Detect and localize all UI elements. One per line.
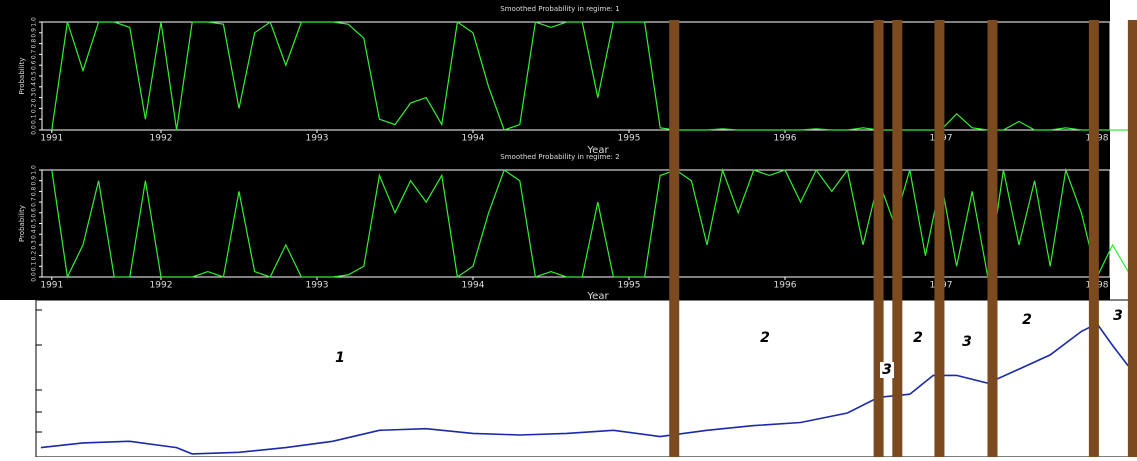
- y-tick-label: 0.7: [31, 49, 38, 59]
- x-tick-label: 1996: [774, 134, 797, 144]
- x-tick-label: 1994: [462, 134, 485, 144]
- y-tick-label: 0.4: [31, 82, 38, 92]
- x-tick-label: 1996: [774, 281, 797, 291]
- x-tick-label: 1992: [150, 281, 173, 291]
- x-tick-label: 1993: [306, 134, 329, 144]
- y-tick-label: 0.9: [31, 28, 38, 38]
- y-tick-label: 0.2: [31, 251, 38, 261]
- y-tick-label: 0.9: [31, 176, 38, 186]
- y-tick-label: 0.5: [31, 71, 38, 81]
- y-axis-label: Probability: [18, 205, 26, 242]
- regime-break: [873, 20, 884, 457]
- regime-break: [1127, 20, 1137, 457]
- y-tick-label: 0.0: [31, 125, 38, 135]
- probability-line: [51, 20, 1137, 131]
- regime-label: 3: [882, 362, 892, 378]
- label-bg: [880, 362, 894, 378]
- regime-break: [987, 20, 998, 457]
- y-tick-label: 0.2: [31, 103, 38, 113]
- regime-label: 2: [760, 330, 770, 346]
- y-axis-label: Probability: [18, 57, 26, 94]
- x-tick-label: 1994: [462, 281, 485, 291]
- y-tick-label: 0.6: [31, 60, 38, 70]
- y-tick-label: 0.8: [31, 186, 38, 196]
- y-tick-label: 1.0: [31, 17, 38, 27]
- price-line: [40, 322, 1129, 455]
- y-tick-label: 0.4: [31, 229, 38, 239]
- y-tick-label: 0.3: [31, 240, 38, 250]
- y-tick-label: 0.1: [31, 261, 38, 271]
- x-axis-label: Year: [586, 145, 609, 156]
- regime-break: [669, 20, 680, 457]
- regime-label: 2: [1022, 312, 1032, 328]
- x-tick-label: 1991: [40, 134, 63, 144]
- panel-title: Smoothed Probability in regime: 1: [500, 5, 619, 13]
- y-tick-label: 0.1: [31, 114, 38, 124]
- x-tick-label: 1993: [306, 281, 329, 291]
- x-tick-label: 1995: [618, 281, 641, 291]
- y-tick-label: 0.0: [31, 272, 38, 282]
- probability-line: [51, 167, 1137, 280]
- regime-label: 1: [335, 350, 345, 366]
- x-axis-label: Year: [586, 291, 609, 302]
- regime-break: [1088, 20, 1099, 457]
- regime-break: [934, 20, 945, 457]
- regime-break: [892, 20, 903, 457]
- y-tick-label: 0.3: [31, 93, 38, 103]
- price-panel: [35, 299, 1137, 458]
- dark-panels: [0, 0, 1110, 300]
- x-tick-label: 1991: [40, 281, 63, 291]
- panel-title: Smoothed Probability in regime: 2: [500, 153, 619, 161]
- y-tick-label: 0.6: [31, 208, 38, 218]
- x-tick-label: 1992: [150, 134, 173, 144]
- y-tick-label: 0.8: [31, 39, 38, 49]
- x-tick-label: 1995: [618, 134, 641, 144]
- y-tick-label: 0.5: [31, 219, 38, 229]
- regime-label: 3: [1113, 308, 1123, 324]
- y-tick-label: 0.7: [31, 197, 38, 207]
- regime-label: 2: [913, 330, 923, 346]
- regime-label: 3: [962, 334, 972, 350]
- y-tick-label: 1.0: [31, 165, 38, 175]
